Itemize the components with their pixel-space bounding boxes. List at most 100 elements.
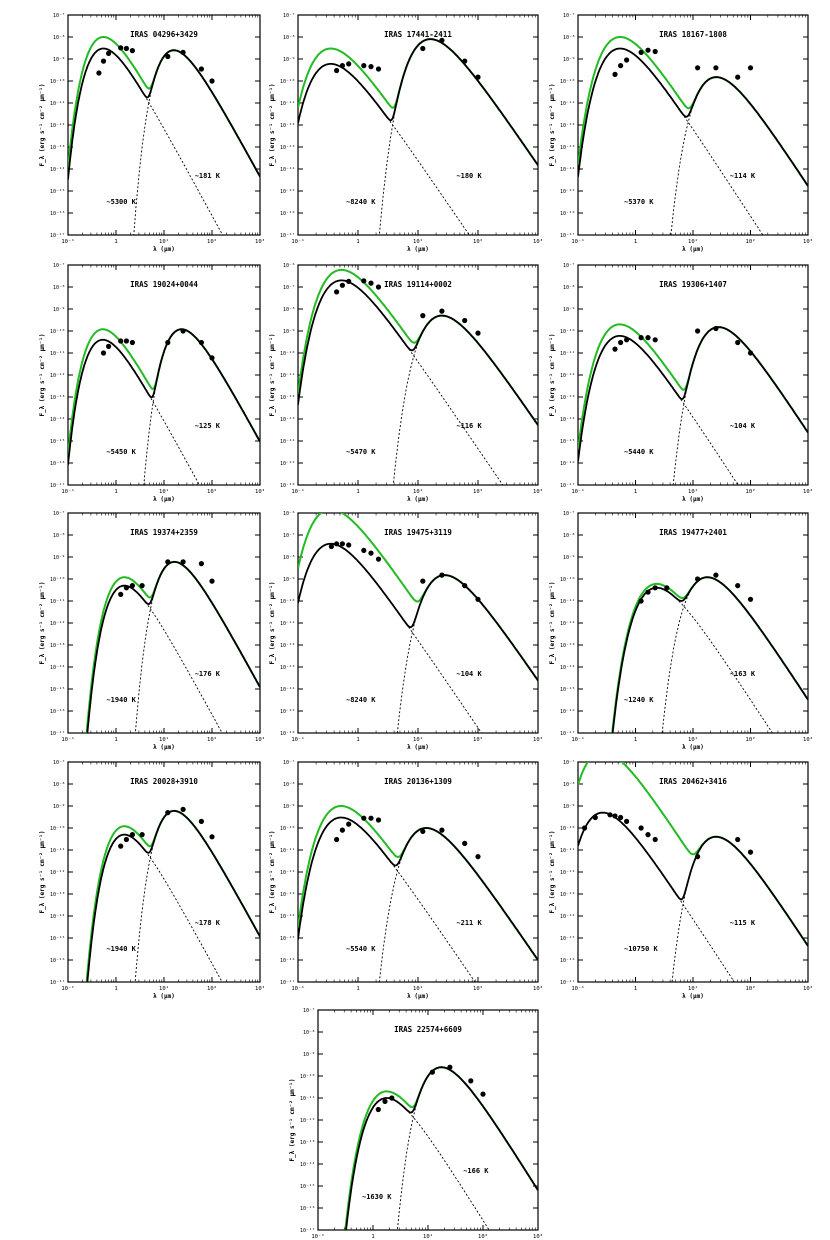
x-tick-label: 10³ <box>255 488 265 495</box>
photometry-point <box>368 64 374 70</box>
x-tick-label: 10¹ <box>688 985 698 992</box>
y-tick-label: 10⁻⁹ <box>563 555 575 561</box>
dust-component-curve <box>396 574 538 733</box>
y-tick-label: 10⁻¹⁰ <box>280 79 295 85</box>
observed-sed-curve <box>68 328 260 465</box>
x-tick-label: 10² <box>746 488 756 495</box>
y-tick-label: 10⁻¹⁵ <box>280 189 295 195</box>
y-tick-label: 10⁻¹¹ <box>560 848 575 854</box>
y-tick-label: 10⁻⁹ <box>283 57 295 63</box>
photometry-point <box>139 583 145 589</box>
curves <box>85 806 260 982</box>
x-tick-label: 10³ <box>533 238 543 245</box>
y-tick-label: 10⁻⁹ <box>53 307 65 313</box>
x-tick-label: 10⁻¹ <box>61 488 74 495</box>
total-model-curve <box>578 323 808 450</box>
panel-title: IRAS 19374+2359 <box>130 528 198 537</box>
photometry-point <box>361 815 367 821</box>
y-tick-label: 10⁻⁹ <box>563 804 575 810</box>
y-tick-label: 10⁻¹² <box>50 621 65 627</box>
y-axis-label: F_λ (erg s⁻¹ cm⁻² μm⁻¹) <box>269 83 276 166</box>
y-axis-label: F_λ (erg s⁻¹ cm⁻² μm⁻¹) <box>269 830 276 913</box>
y-tick-label: 10⁻¹⁴ <box>280 914 295 920</box>
y-tick-label: 10⁻¹¹ <box>50 351 65 357</box>
photometry-point <box>638 598 644 604</box>
x-tick-label: 10¹ <box>688 488 698 495</box>
y-tick-label: 10⁻¹⁴ <box>560 665 575 671</box>
photometry-point <box>198 561 204 567</box>
y-tick-label: 10⁻⁸ <box>283 35 295 41</box>
y-tick-label: 10⁻¹⁰ <box>50 577 65 583</box>
x-tick-label: 10³ <box>533 1233 543 1240</box>
sed-panel-8: 10⁻¹ 1 10¹ 10² 10³ 10⁻⁶ 10⁻⁷ 10⁻⁸ 10⁻⁹ 10⁻¹⁰ 10⁻¹¹… <box>269 511 543 751</box>
stellar-temperature-label: ~8240 K <box>346 198 376 206</box>
photometry-point <box>645 832 651 838</box>
x-tick-label: 1 <box>114 986 117 992</box>
y-tick-label: 10⁻⁸ <box>53 285 65 291</box>
photometry-point <box>747 65 754 71</box>
photometry-point <box>361 63 367 69</box>
x-tick-label: 10¹ <box>159 238 169 245</box>
photometry-point <box>695 854 701 860</box>
y-tick-label: 10⁻¹² <box>560 621 575 627</box>
x-tick-label: 1 <box>634 239 637 245</box>
y-tick-label: 10⁻⁷ <box>53 511 65 517</box>
stellar-component-curve <box>298 543 483 733</box>
y-tick-label: 10⁻¹³ <box>560 643 575 649</box>
x-tick-label: 10¹ <box>423 1233 433 1240</box>
stellar-component-curve <box>298 817 476 982</box>
y-tick-label: 10⁻¹⁰ <box>280 826 295 832</box>
x-tick-label: 10⁻¹ <box>311 1233 324 1240</box>
y-tick-label: 10⁻¹⁴ <box>50 167 65 173</box>
x-tick-label: 10³ <box>533 488 543 495</box>
curves <box>68 328 260 485</box>
y-tick-label: 10⁻¹² <box>300 1118 315 1124</box>
y-tick-label: 10⁻⁹ <box>303 1052 315 1058</box>
plot-frame <box>67 512 261 734</box>
y-axis-label: F_λ (erg s⁻¹ cm⁻² μm⁻¹) <box>39 83 46 166</box>
y-tick-label: 10⁻¹⁴ <box>280 167 295 173</box>
x-tick-label: 10³ <box>255 985 265 992</box>
x-tick-label: 1 <box>114 239 117 245</box>
photometry-point <box>346 278 352 284</box>
y-tick-label: 10⁻⁷ <box>563 263 575 269</box>
stellar-temperature-label: ~5300 K <box>106 198 136 206</box>
photometry-point <box>123 338 129 344</box>
y-tick-label: 10⁻¹⁶ <box>50 461 65 467</box>
dust-temperature-label: ~180 K <box>456 172 482 180</box>
photometry-point <box>334 541 340 547</box>
photometry-point <box>106 343 112 349</box>
y-tick-label: 10⁻⁸ <box>53 35 65 41</box>
y-tick-label: 10⁻⁶ <box>283 263 295 269</box>
y-tick-label: 10⁻¹⁴ <box>280 687 295 693</box>
x-tick-label: 1 <box>634 737 637 743</box>
sed-panel-1: 10⁻¹ 1 10¹ 10² 10³ 10⁻⁷ 10⁻⁸ 10⁻⁹ 10⁻¹⁰ 10⁻¹¹ 10⁻¹… <box>39 13 265 253</box>
total-model-curve <box>85 560 260 733</box>
y-tick-label: 10⁻¹¹ <box>560 101 575 107</box>
photometry-point <box>624 337 630 343</box>
stellar-component-curve <box>68 339 200 485</box>
observed-sed-curve <box>68 47 260 180</box>
photometry-point <box>439 37 445 44</box>
x-tick-label: 10⁻¹ <box>571 238 584 245</box>
photometry-point <box>713 65 719 71</box>
y-tick-label: 10⁻¹⁶ <box>560 211 575 217</box>
dust-temperature-label: ~116 K <box>456 422 482 430</box>
x-tick-label: 10² <box>473 488 483 495</box>
photometry-point <box>165 339 171 346</box>
y-tick-label: 10⁻¹² <box>280 395 295 401</box>
photometry-point <box>118 45 124 51</box>
y-tick-label: 10⁻¹⁷ <box>560 233 575 239</box>
photometry-point <box>129 339 135 346</box>
x-tick-label: 10⁻¹ <box>291 736 304 743</box>
y-tick-label: 10⁻¹⁶ <box>560 461 575 467</box>
stellar-temperature-label: ~8240 K <box>346 696 376 704</box>
y-tick-label: 10⁻¹¹ <box>50 848 65 854</box>
photometry-point <box>129 583 135 589</box>
x-tick-label: 1 <box>634 986 637 992</box>
photometry-point <box>695 328 701 334</box>
x-tick-label: 10² <box>473 736 483 743</box>
stellar-temperature-label: ~1630 K <box>362 1193 392 1201</box>
y-tick-label: 10⁻¹⁴ <box>280 439 295 445</box>
x-tick-label: 10¹ <box>159 736 169 743</box>
